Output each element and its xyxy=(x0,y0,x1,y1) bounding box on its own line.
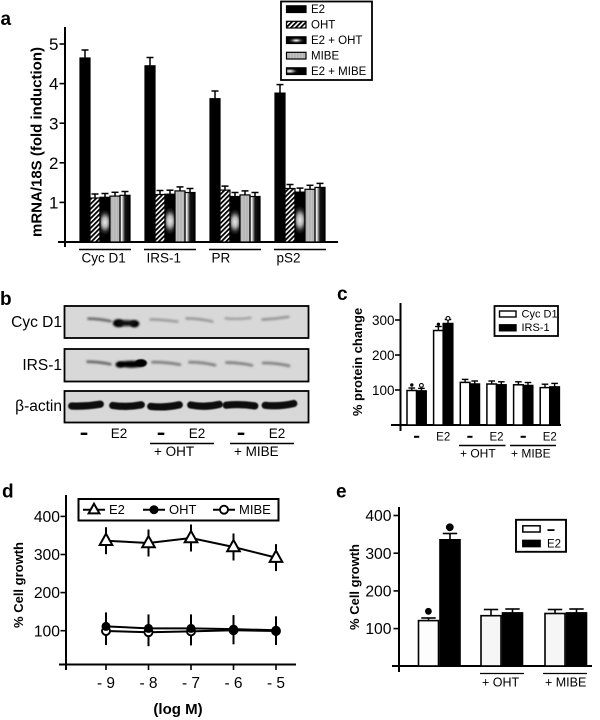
svg-text:mRNA/18S (fold induction): mRNA/18S (fold induction) xyxy=(29,47,46,237)
svg-text:pS2: pS2 xyxy=(277,251,301,266)
svg-text:E2 + MIBE: E2 + MIBE xyxy=(311,66,367,78)
svg-text:E2: E2 xyxy=(547,538,561,550)
svg-text:E2: E2 xyxy=(543,432,557,444)
svg-text:- 8: - 8 xyxy=(139,675,157,692)
svg-text:+ OHT: + OHT xyxy=(460,447,496,461)
svg-text:E2: E2 xyxy=(436,432,450,444)
svg-text:OHT: OHT xyxy=(169,502,197,517)
svg-text:% Cell growth: % Cell growth xyxy=(347,544,362,630)
svg-text:% Cell growth: % Cell growth xyxy=(11,542,26,628)
svg-text:100: 100 xyxy=(365,621,391,638)
svg-text:E2: E2 xyxy=(111,426,128,441)
svg-text:200: 200 xyxy=(365,584,391,601)
svg-text:% protein change: % protein change xyxy=(350,308,365,416)
svg-text:Cyc D1: Cyc D1 xyxy=(82,251,126,266)
svg-text:c: c xyxy=(337,284,348,305)
svg-text:400: 400 xyxy=(34,509,60,526)
svg-text:300: 300 xyxy=(372,313,395,328)
svg-text:3: 3 xyxy=(49,114,58,133)
svg-text:β-actin: β-actin xyxy=(15,398,62,415)
svg-text:+ MIBE: + MIBE xyxy=(511,447,551,461)
svg-text:- 9: - 9 xyxy=(97,675,115,692)
svg-text:PR: PR xyxy=(212,251,231,266)
svg-text:- 7: - 7 xyxy=(182,675,200,692)
svg-text:Cyc D1: Cyc D1 xyxy=(11,314,62,331)
svg-text:300: 300 xyxy=(34,547,60,564)
svg-text:- 5: - 5 xyxy=(267,675,285,692)
svg-text:e: e xyxy=(336,482,347,503)
svg-text:E2 + OHT: E2 + OHT xyxy=(311,35,362,47)
svg-text:Cyc D1: Cyc D1 xyxy=(522,308,558,320)
svg-text:E2: E2 xyxy=(269,426,286,441)
svg-text:E2: E2 xyxy=(311,4,325,16)
svg-text:(log M): (log M) xyxy=(153,701,202,718)
svg-text:+ MIBE: + MIBE xyxy=(234,444,279,459)
svg-text:a: a xyxy=(1,9,12,30)
svg-text:IRS-1: IRS-1 xyxy=(147,251,182,266)
svg-text:IRS-1: IRS-1 xyxy=(22,357,62,374)
svg-text:200: 200 xyxy=(372,348,395,363)
svg-text:200: 200 xyxy=(34,585,60,602)
svg-text:IRS-1: IRS-1 xyxy=(522,322,550,334)
svg-text:+ MIBE: + MIBE xyxy=(545,676,586,690)
svg-text:d: d xyxy=(2,482,14,503)
svg-text:MIBE: MIBE xyxy=(239,502,271,517)
svg-text:E2: E2 xyxy=(489,432,503,444)
svg-text:+ OHT: + OHT xyxy=(482,676,520,690)
svg-text:100: 100 xyxy=(34,623,60,640)
svg-text:b: b xyxy=(0,289,12,310)
svg-text:1: 1 xyxy=(49,194,58,213)
svg-text:400: 400 xyxy=(365,508,391,525)
svg-text:OHT: OHT xyxy=(311,20,335,32)
svg-text:100: 100 xyxy=(372,383,395,398)
svg-text:E2: E2 xyxy=(189,426,206,441)
svg-text:- 6: - 6 xyxy=(224,675,242,692)
svg-text:300: 300 xyxy=(365,546,391,563)
svg-text:+ OHT: + OHT xyxy=(154,444,194,459)
svg-text:2: 2 xyxy=(49,154,58,173)
svg-text:MIBE: MIBE xyxy=(311,51,339,63)
svg-text:5: 5 xyxy=(49,35,58,54)
svg-text:E2: E2 xyxy=(109,502,125,517)
svg-text:4: 4 xyxy=(49,75,58,94)
